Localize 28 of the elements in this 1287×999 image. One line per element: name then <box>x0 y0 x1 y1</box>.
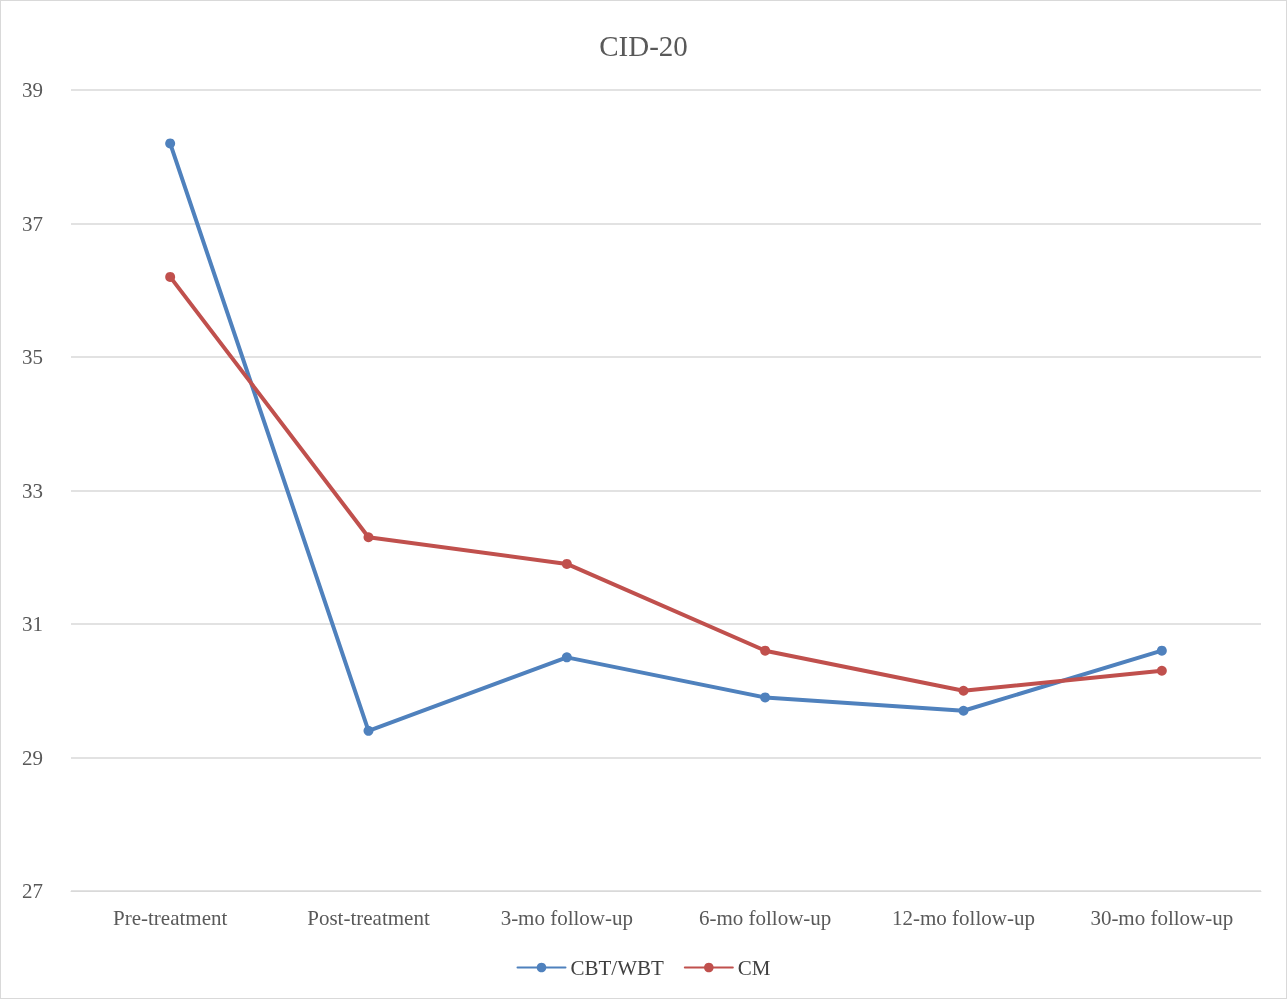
point <box>165 271 176 282</box>
x-tick-label: 30-mo follow-up <box>1090 905 1234 930</box>
point <box>165 138 176 149</box>
x-tick-label: Pre-treatment <box>113 905 228 930</box>
y-tick-label: 31 <box>22 612 43 636</box>
point <box>1156 645 1167 656</box>
x-tick-label: 6-mo follow-up <box>698 905 832 930</box>
legend-label: CBT/WBT <box>570 955 664 980</box>
point <box>363 725 374 736</box>
y-tick-label: 35 <box>22 345 43 369</box>
point <box>958 685 969 696</box>
x-tick-label: Post-treatment <box>307 905 430 930</box>
chart-title: CID-20 <box>599 29 688 62</box>
legend-label: CM <box>737 955 771 980</box>
point <box>1156 665 1167 676</box>
point <box>363 532 374 543</box>
point <box>561 652 572 663</box>
y-tick-label: 33 <box>22 478 43 503</box>
point <box>760 692 771 703</box>
x-tick-label: 12-mo follow-up <box>892 905 1035 930</box>
y-tick-label: 39 <box>22 78 43 102</box>
y-tick-label: 27 <box>22 879 43 903</box>
x-tick-label: 3-mo follow-up <box>500 905 634 930</box>
point <box>760 645 771 656</box>
y-tick-label: 29 <box>22 745 43 770</box>
point <box>958 705 969 716</box>
point <box>561 558 572 569</box>
y-tick-label: 37 <box>22 211 43 236</box>
